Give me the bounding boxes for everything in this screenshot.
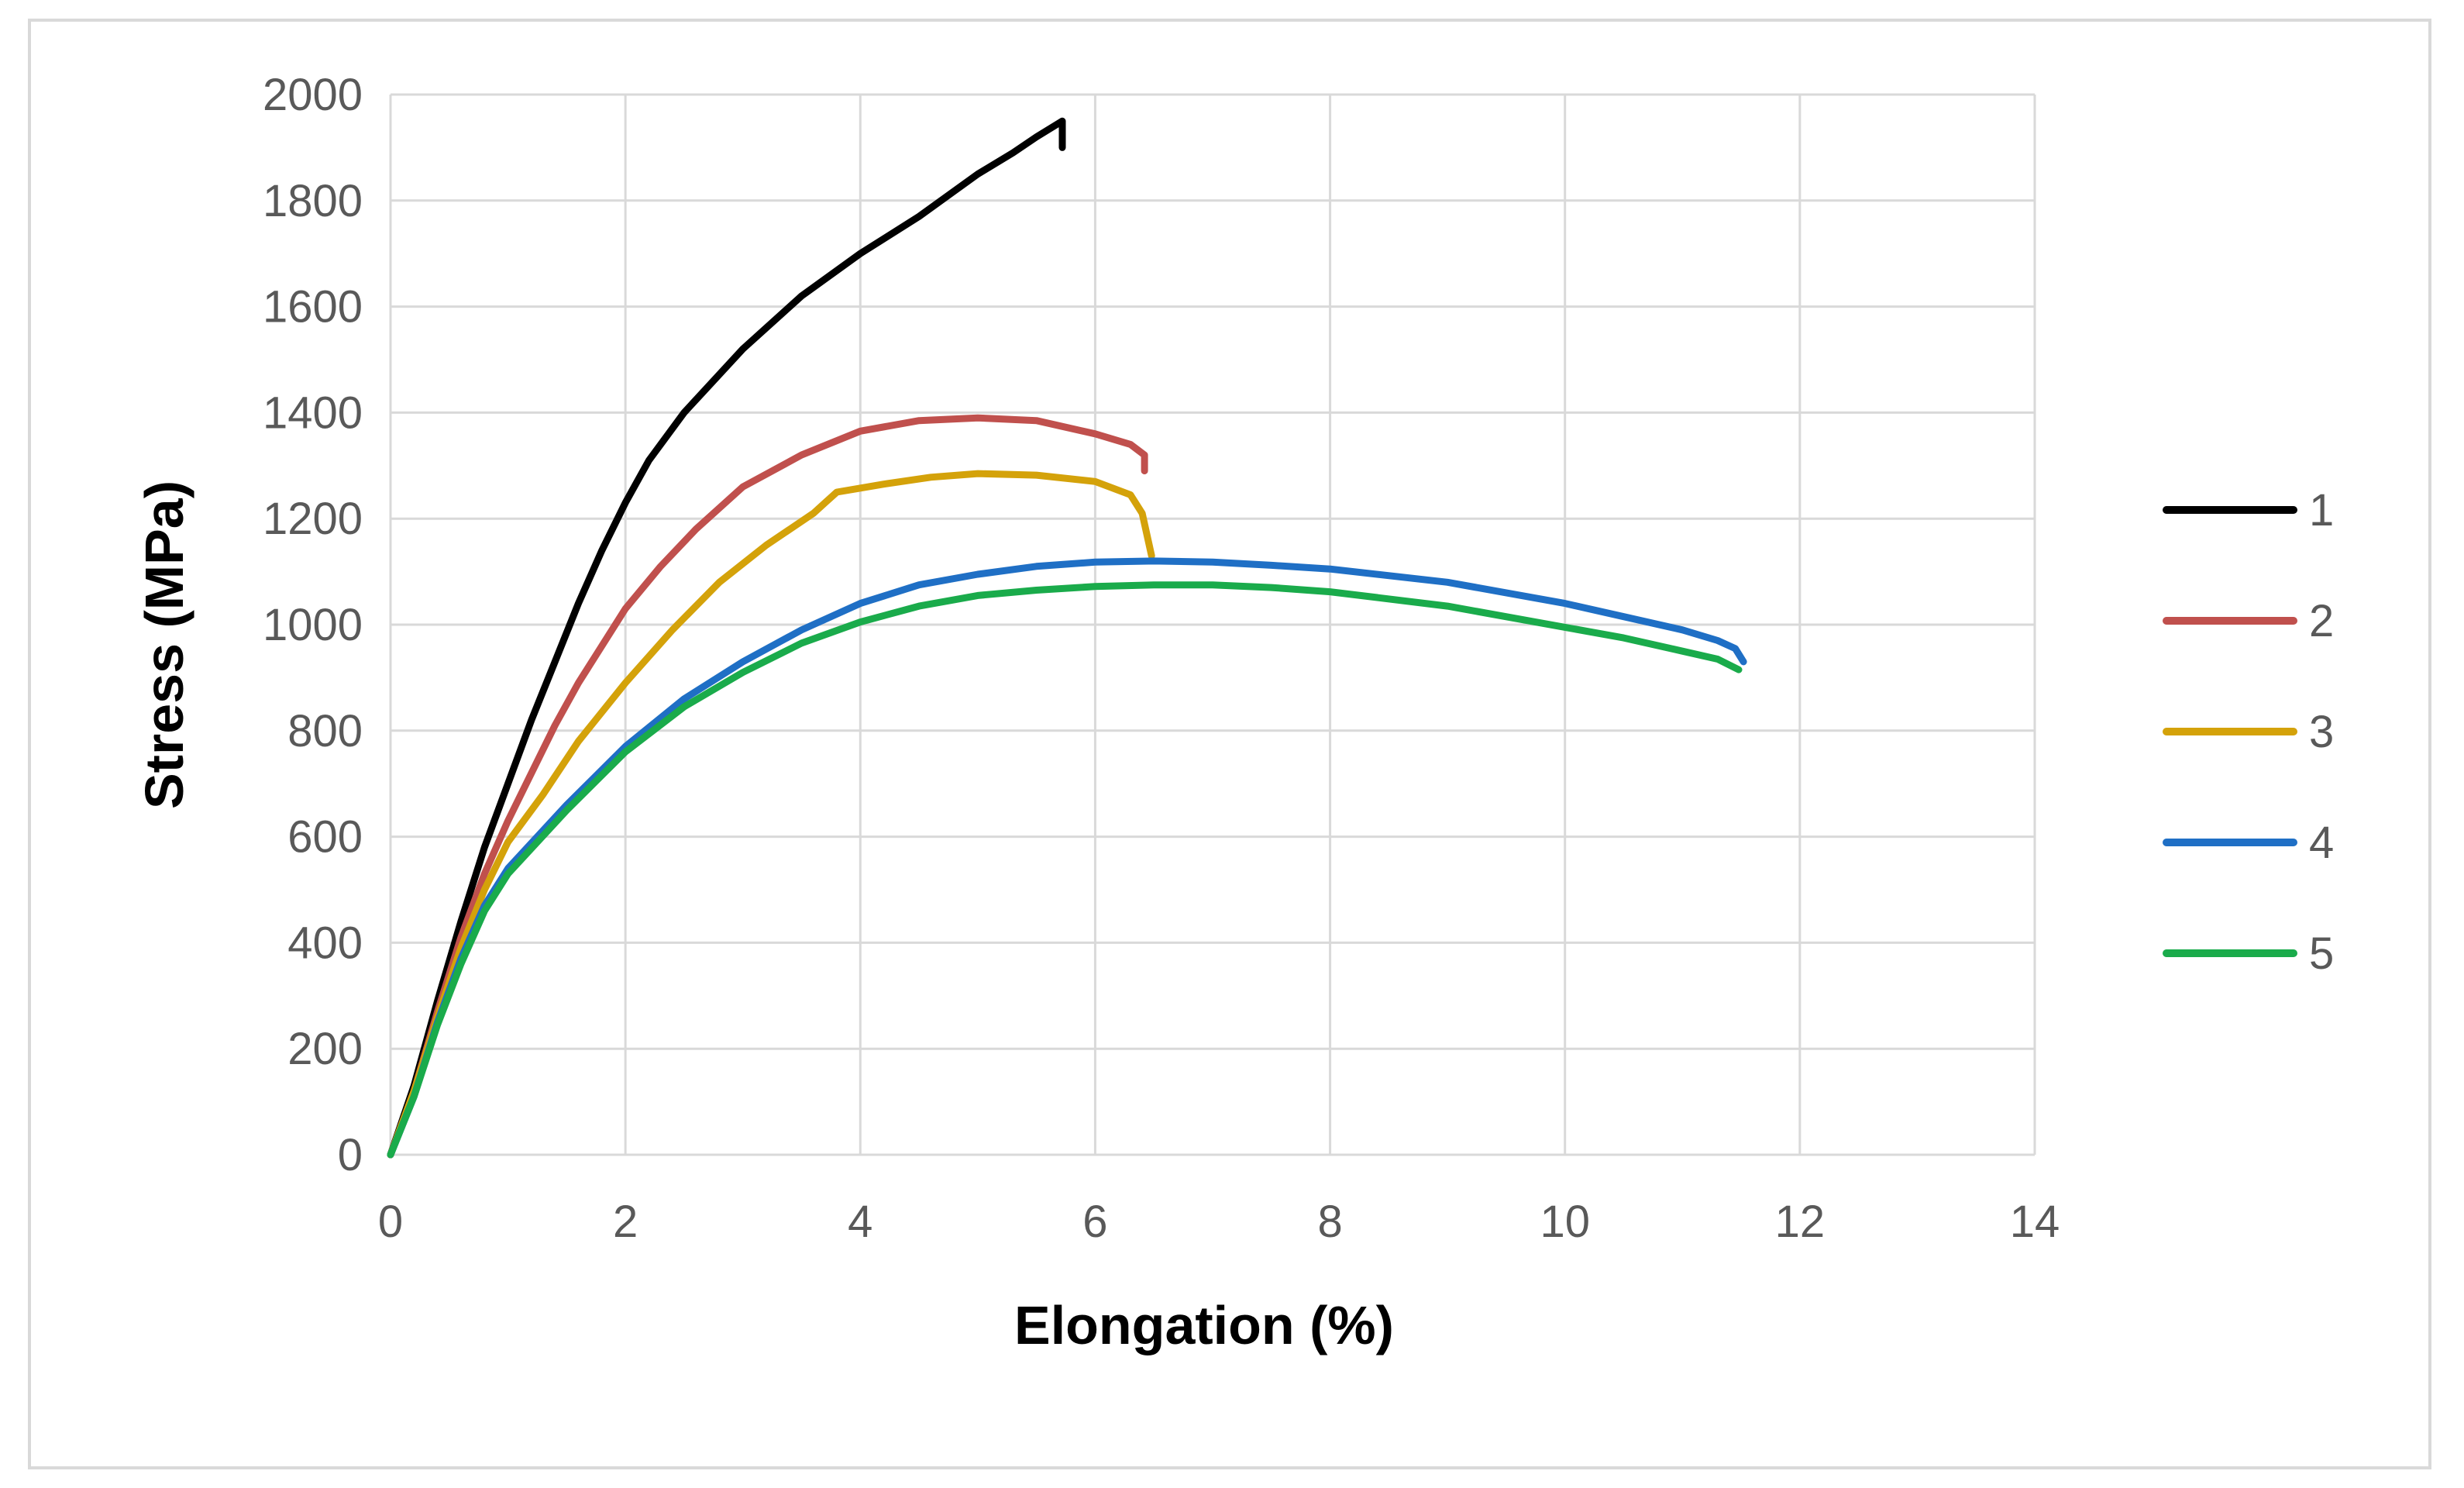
y-tick-label: 400 <box>287 918 363 968</box>
legend-label-1: 1 <box>2309 485 2334 536</box>
legend-label-2: 2 <box>2309 596 2334 646</box>
series-line-3 <box>387 470 1155 1159</box>
x-tick-label: 12 <box>1775 1197 1826 1247</box>
series-line-2 <box>387 414 1148 1159</box>
y-tick-label: 1800 <box>263 176 363 226</box>
chart-frame: 0 200 400 600 800 1000 1200 1400 1600 1800 2000 0 2 4… <box>28 19 2431 1469</box>
y-tick-label: 0 <box>338 1130 363 1180</box>
y-tick-label: 1400 <box>263 388 363 438</box>
x-tick-label: 6 <box>1082 1197 1107 1247</box>
legend-label-3: 3 <box>2309 707 2334 757</box>
y-tick-label: 1200 <box>263 494 363 544</box>
series-line-5 <box>387 581 1743 1159</box>
legend: 1 2 3 4 5 <box>2163 485 2334 979</box>
series-layer <box>387 117 1747 1159</box>
series-line-4 <box>387 557 1747 1159</box>
legend-label-4: 4 <box>2309 818 2334 868</box>
y-tick-label: 1000 <box>263 600 363 650</box>
legend-label-5: 5 <box>2309 928 2334 979</box>
y-axis-title: Stress (MPa) <box>134 480 194 809</box>
y-tick-label: 200 <box>287 1024 363 1074</box>
series-line-1 <box>387 117 1066 1159</box>
y-tick-label: 2000 <box>263 70 363 120</box>
x-axis-title: Elongation (%) <box>1014 1295 1394 1355</box>
tick-label-layer: 0 200 400 600 800 1000 1200 1400 1600 1800 2000 0 2 4… <box>263 70 2060 1247</box>
x-tick-label: 0 <box>378 1197 403 1247</box>
x-tick-label: 10 <box>1540 1197 1590 1247</box>
x-tick-label: 4 <box>848 1197 872 1247</box>
x-tick-label: 14 <box>2010 1197 2060 1247</box>
y-tick-label: 800 <box>287 706 363 756</box>
grid-layer <box>389 93 2036 1156</box>
x-tick-label: 2 <box>613 1197 638 1247</box>
stress-strain-chart: 0 200 400 600 800 1000 1200 1400 1600 1800 2000 0 2 4… <box>134 70 2334 1355</box>
y-tick-label: 600 <box>287 812 363 863</box>
x-tick-label: 8 <box>1317 1197 1342 1247</box>
y-tick-label: 1600 <box>263 282 363 332</box>
